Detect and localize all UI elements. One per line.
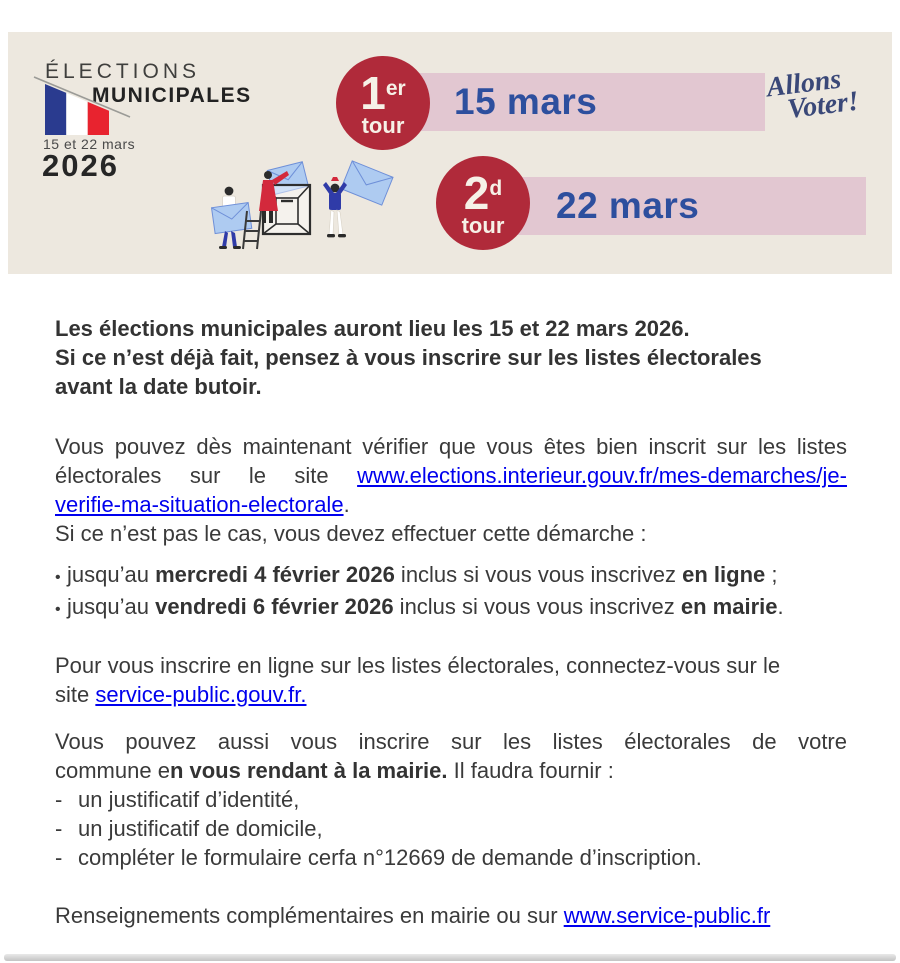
intro-paragraph: Les élections municipales auront lieu le… [55,314,847,401]
round-1-number: 1er [360,67,406,119]
verification-line-2: électorales sur le site www.elections.in… [55,463,847,488]
french-flag-icon [33,76,131,135]
bullet-icon: • [55,601,61,618]
dash-icon: - [55,787,63,812]
verification-line-4: Si ce n’est pas le cas, vous devez effec… [55,521,647,546]
required-doc-cerfa-form: - compléter le formulaire cerfa n°12669 d… [55,845,702,870]
round-1-badge: 1er tour [336,56,430,150]
round-2-number: 2d [463,167,503,219]
ballot-box-voters-illustration [210,160,394,250]
round-2-tour-label: tour [461,213,505,238]
online-registration-paragraph: Pour vous inscrire en ligne sur les list… [55,651,847,709]
intro-line-3: avant la date butoir. [55,374,262,399]
verification-line-1: Vous pouvez dès maintenant vérifier que … [55,434,847,459]
verification-paragraph: Vous pouvez dès maintenant vérifier que … [55,432,847,548]
service-public-gouv-link[interactable]: service-public.gouv.fr. [95,682,307,707]
required-doc-identity: - un justificatif d’identité, [55,787,300,812]
round-2-date-bar: 22 mars [480,177,866,235]
slogan-line-2: Voter! [785,85,861,126]
header-banner: ÉLECTIONS MUNICIPALES 15 et 22 mars 2026 [8,32,892,274]
townhall-line-1: Vous pouvez aussi vous inscrire sur les … [55,729,847,754]
more-info-paragraph: Renseignements complémentaires en mairie… [55,903,771,928]
deadline-item-online: • jusqu’au mercredi 4 février 2026 inclus… [55,560,847,592]
logo-title-municipales: MUNICIPALES [92,84,252,107]
deadline-item-townhall: • jusqu’au vendredi 6 février 2026 inclus… [55,592,847,624]
allons-voter-logo: Allons Voter! [765,64,861,126]
intro-line-2: Si ce n’est déjà fait, pensez à vous ins… [55,345,762,370]
service-public-fr-link[interactable]: www.service-public.fr [563,903,771,928]
intro-line-1: Les élections municipales auront lieu le… [55,316,690,341]
round-2-badge: 2d tour [436,156,530,250]
required-doc-residence: - un justificatif de domicile, [55,816,323,841]
townhall-registration-paragraph: Vous pouvez aussi vous inscrire sur les … [55,727,847,872]
bottom-divider [4,954,896,961]
bullet-icon: • [55,569,61,586]
townhall-line-2: commune en vous rendant à la mairie. Il … [55,758,614,783]
round-1-tour-label: tour [361,113,405,138]
round-2-date: 22 mars [556,185,700,226]
round-1-date: 15 mars [454,81,598,122]
verification-line-3: verifie-ma-situation-electorale. [55,492,350,517]
online-registration-line-2: site service-public.gouv.fr. [55,682,307,707]
online-registration-line-1: Pour vous inscrire en ligne sur les list… [55,653,781,678]
deadline-list: • jusqu’au mercredi 4 février 2026 inclus… [55,560,847,624]
elections-interieur-link[interactable]: www.elections.interieur.gouv.fr/mes-dema… [357,463,847,488]
elections-interieur-link-continued[interactable]: verifie-ma-situation-electorale [55,492,344,517]
logo-dates: 15 et 22 mars [43,136,136,152]
dash-icon: - [55,816,63,841]
logo-title-elections: ÉLECTIONS [45,60,201,83]
dash-icon: - [55,845,63,870]
logo-year: 2026 [42,148,119,183]
round-1-date-bar: 15 mars [390,73,765,131]
document-body: Les élections municipales auront lieu le… [55,274,847,930]
